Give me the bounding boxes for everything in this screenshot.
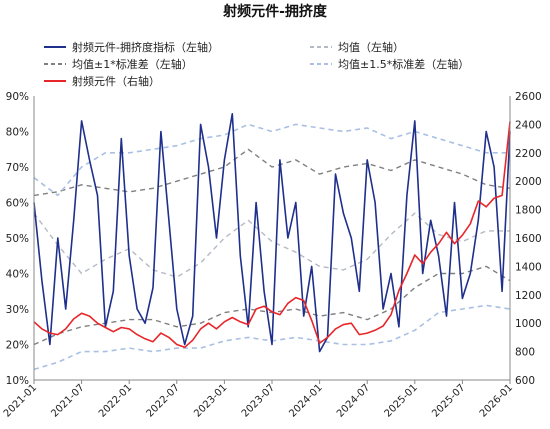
y-right-tick-label: 1600 bbox=[515, 233, 542, 245]
x-tick-label: 2026-01 bbox=[478, 382, 515, 419]
y-right-tick-label: 2000 bbox=[515, 176, 542, 188]
y-right-tick-label: 2400 bbox=[515, 119, 542, 131]
y-right-tick-label: 1800 bbox=[515, 205, 542, 217]
legend: 射频元件-拥挤度指标（左轴） 均值（左轴） 均值±1*标准差（左轴） 均值±1.5*标… bbox=[44, 40, 469, 88]
chart-title: 射频元件-拥挤度 bbox=[222, 3, 328, 20]
legend-label: 均值（左轴） bbox=[338, 40, 404, 54]
y-right-tick-label: 1200 bbox=[515, 290, 542, 302]
legend-label: 射频元件（右轴） bbox=[72, 74, 160, 88]
band-1-std-line bbox=[33, 148, 511, 197]
x-tick-label: 2022-01 bbox=[97, 382, 134, 419]
legend-label: 均值±1.5*标准差（左轴） bbox=[338, 57, 469, 71]
y-left-tick-label: 70% bbox=[6, 162, 29, 174]
x-tick-label: 2021-07 bbox=[49, 382, 86, 419]
y-right-tick-label: 2600 bbox=[515, 91, 542, 103]
series-lines bbox=[33, 113, 511, 353]
rf-component-price-line bbox=[33, 121, 511, 349]
x-tick-label: 2023-01 bbox=[192, 382, 229, 419]
y-right-tick-label: 1400 bbox=[515, 261, 542, 273]
y-left-tick-label: 20% bbox=[6, 340, 29, 352]
y-right-tick-label: 1000 bbox=[515, 318, 542, 330]
band-1p5-std-line bbox=[33, 123, 510, 197]
y-right-tick-label: 600 bbox=[515, 375, 535, 387]
y-right-tick-label: 2200 bbox=[515, 148, 542, 160]
axes: 10% 20% 30% 40% 50% 60% 70% 80% 90% 600 800 1000 120… bbox=[2, 91, 542, 420]
x-tick-label: 2021-01 bbox=[2, 382, 39, 419]
crowding-index-line bbox=[33, 113, 511, 353]
legend-label: 均值±1*标准差（左轴） bbox=[72, 57, 193, 71]
x-tick-label: 2025-01 bbox=[383, 382, 420, 419]
y-left-tick-label: 40% bbox=[6, 269, 29, 281]
legend-label: 射频元件-拥挤度指标（左轴） bbox=[72, 40, 219, 54]
x-tick-label: 2024-07 bbox=[335, 382, 372, 419]
x-tick-label: 2024-01 bbox=[287, 382, 324, 419]
x-tick-label: 2025-07 bbox=[430, 382, 467, 419]
y-left-tick-label: 10% bbox=[6, 375, 29, 387]
y-left-tick-label: 90% bbox=[6, 91, 29, 103]
mean-line bbox=[33, 212, 510, 278]
y-left-tick-label: 80% bbox=[6, 127, 29, 139]
y-right-tick-label: 800 bbox=[515, 347, 535, 359]
x-tick-label: 2022-07 bbox=[145, 382, 182, 419]
x-tick-label: 2023-07 bbox=[240, 382, 277, 419]
y-left-tick-label: 60% bbox=[6, 198, 29, 210]
y-left-tick-label: 50% bbox=[6, 233, 29, 245]
y-left-tick-label: 30% bbox=[6, 304, 29, 316]
